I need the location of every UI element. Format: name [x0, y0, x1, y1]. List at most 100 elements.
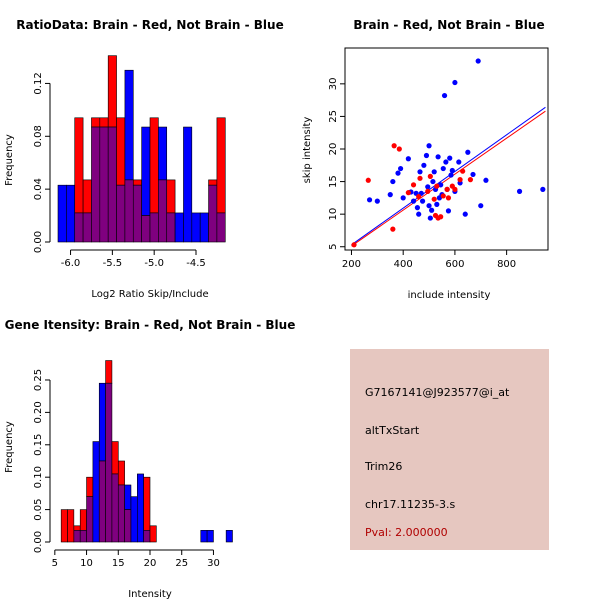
scatter-point-notbrain	[414, 205, 421, 211]
ratio-hist-bar-overlap	[116, 184, 126, 243]
intensity-hist-bar-notbrain	[206, 530, 214, 543]
scatter-fit-line-blue	[351, 106, 546, 246]
scatter-point-notbrain	[374, 198, 380, 204]
intensity-hist-bar-brain	[111, 441, 119, 475]
ratio-hist-bar-notbrain	[141, 126, 151, 216]
scatter-point-notbrain	[465, 149, 471, 155]
intensity-hist-y-tick-label: 0.15	[33, 434, 44, 456]
ratio-hist-y-tick-label: 0.00	[33, 231, 44, 253]
intensity-scatter: Brain - Red, Not Brain - Blue 200 400 600 8…	[302, 18, 549, 301]
intensity-hist-bar-notbrain	[137, 473, 144, 543]
ratio-hist-bar-notbrain	[158, 126, 168, 181]
ratio-hist-bar-overlap	[82, 212, 92, 243]
scatter-point-brain	[396, 146, 402, 152]
intensity-hist-bar-brain	[117, 460, 125, 486]
ratio-hist-y-tick-label: 0.08	[33, 125, 44, 147]
intensity-hist-ylabel: Frequency	[4, 421, 15, 473]
scatter-point-brain	[405, 190, 411, 196]
scatter-point-notbrain	[435, 154, 441, 160]
scatter-point-brain	[457, 177, 463, 183]
ratio-hist-bar-notbrain	[199, 212, 209, 243]
intensity-hist-bar-notbrain	[124, 484, 132, 510]
scatter-point-notbrain	[419, 198, 426, 204]
scatter-fit-lines	[351, 106, 546, 247]
ratio-hist-ylabel: Frequency	[4, 134, 15, 186]
ratio-hist-bar-overlap	[91, 126, 101, 243]
scatter-point-notbrain	[441, 92, 448, 99]
ratio-hist-bar-brain	[82, 179, 92, 214]
scatter-point-brain	[460, 168, 466, 174]
ratio-hist-bar-brain	[149, 117, 159, 214]
intensity-hist-bar-notbrain	[98, 382, 106, 462]
ratio-hist-bar-notbrain	[124, 69, 134, 181]
intensity-hist-bar-overlap	[143, 530, 151, 543]
ratio-hist-bar-brain	[107, 55, 117, 128]
ratio-hist-x-tick-label: -6.0	[61, 258, 81, 269]
intensity-hist-bars	[60, 360, 233, 543]
ratio-hist-y-tick-label: 0.12	[33, 72, 44, 94]
ratio-histogram: RatioData: Brain - Red, Not Brain - Blue…	[4, 18, 284, 300]
intensity-hist-bar-brain	[86, 476, 94, 497]
intensity-hist-x-tick-label: 5	[52, 558, 58, 569]
ratio-hist-bar-overlap	[132, 184, 142, 243]
scatter-point-brain	[390, 226, 396, 232]
scatter-y-tick-label: 15	[328, 175, 339, 188]
scatter-point-brain	[391, 143, 397, 149]
ratio-hist-xlabel: Log2 Ratio Skip/Include	[91, 289, 208, 300]
intensity-hist-y-tick-label: 0.05	[33, 498, 44, 520]
scatter-point-brain	[365, 177, 371, 183]
intensity-hist-bar-overlap	[105, 382, 113, 543]
scatter-point-notbrain	[449, 167, 455, 174]
ratio-hist-bar-overlap	[124, 179, 134, 243]
scatter-points	[351, 58, 546, 248]
scatter-point-notbrain	[478, 203, 484, 209]
ratio-hist-bar-overlap	[99, 126, 109, 243]
ratio-hist-bar-overlap	[74, 212, 84, 243]
scatter-point-notbrain	[417, 169, 423, 175]
ratio-hist-bars	[57, 55, 226, 243]
scatter-point-notbrain	[448, 172, 454, 178]
intensity-hist-bar-brain	[60, 509, 68, 543]
scatter-point-notbrain	[397, 165, 404, 172]
ratio-hist-bar-overlap	[158, 179, 168, 243]
ratio-hist-bar-brain	[166, 179, 176, 214]
scatter-x-tick-label: 200	[342, 259, 361, 270]
scatter-point-brain	[425, 188, 431, 194]
scatter-point-notbrain	[440, 165, 446, 172]
ratio-hist-x-tick-label: -4.5	[186, 258, 206, 269]
scatter-point-brain	[434, 183, 440, 189]
scatter-point-notbrain	[540, 186, 546, 192]
intensity-hist-bar-overlap	[124, 509, 132, 543]
scatter-point-notbrain	[445, 208, 452, 214]
intensity-hist-x-tick-label: 20	[144, 558, 157, 569]
scatter-point-brain	[427, 173, 433, 179]
intensity-hist-bar-brain	[105, 360, 113, 384]
ratio-hist-bar-notbrain	[174, 212, 184, 243]
intensity-hist-title: Gene Itensity: Brain - Red, Not Brain - …	[5, 318, 296, 332]
ratio-hist-bar-brain	[208, 179, 218, 186]
scatter-point-notbrain	[475, 58, 481, 64]
intensity-hist-bar-brain	[79, 509, 87, 531]
intensity-hist-bar-overlap	[79, 530, 87, 543]
ratio-hist-title: RatioData: Brain - Red, Not Brain - Blue	[16, 18, 283, 32]
intensity-hist-bar-notbrain	[130, 496, 138, 543]
scatter-point-notbrain	[462, 211, 468, 217]
scatter-y-tick-label: 30	[328, 77, 339, 90]
ratio-hist-y-tick-label: 0.04	[33, 178, 44, 200]
scatter-y-tick-label: 10	[328, 208, 339, 221]
scatter-ylabel: skip intensity	[302, 117, 313, 184]
scatter-point-notbrain	[427, 215, 433, 221]
scatter-fit-line-red	[351, 110, 546, 247]
scatter-point-notbrain	[516, 188, 523, 194]
scatter-point-notbrain	[431, 169, 437, 175]
ratio-hist-bar-notbrain	[66, 184, 76, 243]
scatter-point-brain	[416, 193, 422, 200]
event-type: altTxStart	[365, 424, 420, 437]
p-value: Pval: 2.000000	[365, 526, 448, 539]
scatter-point-notbrain	[452, 79, 458, 86]
scatter-x-tick-label: 400	[394, 259, 413, 270]
intensity-hist-bar-brain	[73, 525, 81, 531]
scatter-point-notbrain	[423, 152, 430, 159]
intensity-hist-bar-overlap	[86, 496, 94, 543]
scatter-point-notbrain	[421, 162, 427, 168]
